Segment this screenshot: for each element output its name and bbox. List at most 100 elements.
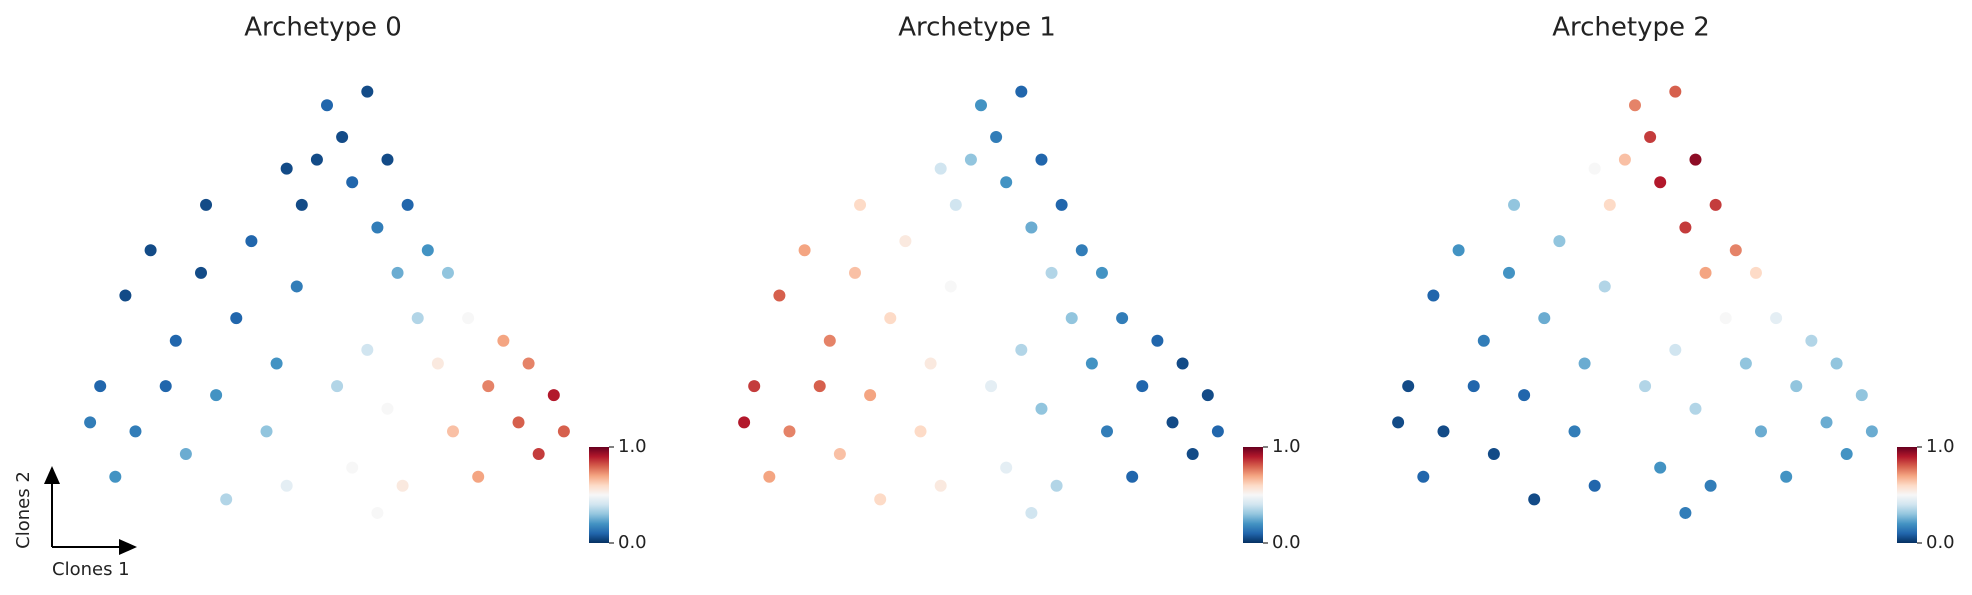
point [210, 389, 223, 402]
point [94, 380, 107, 393]
x-axis-label: Clones 1 [52, 559, 130, 580]
colorbar-tick-label: 1.0 [618, 436, 647, 457]
point [129, 425, 142, 438]
point [1392, 416, 1405, 429]
point [200, 198, 213, 211]
point [381, 402, 394, 415]
point [1015, 85, 1028, 98]
point [738, 416, 751, 429]
point [1045, 266, 1058, 279]
point [1654, 461, 1667, 474]
point [1805, 334, 1818, 347]
point [472, 470, 485, 483]
point [1770, 312, 1783, 325]
point [1452, 244, 1465, 257]
point [1588, 162, 1601, 175]
point [1467, 380, 1480, 393]
point [1075, 244, 1088, 257]
point [849, 266, 861, 279]
point [1000, 176, 1013, 189]
point [1729, 244, 1742, 257]
point [1136, 380, 1149, 393]
point [783, 425, 796, 438]
point [1840, 448, 1853, 461]
point [295, 198, 308, 211]
point [1085, 357, 1098, 370]
point [346, 461, 359, 474]
point [1689, 402, 1702, 415]
point [1055, 198, 1068, 211]
point [1689, 153, 1702, 166]
point [336, 130, 349, 143]
point [1402, 380, 1415, 393]
colorbar [1897, 447, 1917, 543]
point [985, 380, 998, 393]
point [220, 493, 233, 506]
point [522, 357, 535, 370]
point [934, 479, 947, 492]
point [270, 357, 283, 370]
colorbar-tick-label: 0.0 [1926, 532, 1955, 553]
point [1437, 425, 1450, 438]
point [1166, 416, 1179, 429]
point [1126, 470, 1139, 483]
panel-title: Archetype 1 [898, 13, 1056, 43]
point [1830, 357, 1843, 370]
point [1035, 402, 1048, 415]
point [321, 99, 333, 112]
point [179, 448, 192, 461]
point [532, 448, 545, 461]
point [361, 343, 374, 356]
point [1669, 85, 1682, 98]
point [245, 235, 258, 248]
point [1644, 130, 1657, 143]
point [1755, 425, 1767, 438]
point [864, 389, 877, 402]
point [159, 380, 172, 393]
point [1211, 425, 1224, 438]
point [84, 416, 97, 429]
point [371, 221, 384, 234]
point [798, 244, 811, 257]
point [949, 198, 962, 211]
point [421, 244, 434, 257]
point [462, 312, 475, 325]
panel-title: Archetype 0 [244, 13, 402, 43]
colorbar-tick-label: 1.0 [1926, 436, 1955, 457]
point [1176, 357, 1189, 370]
point [1186, 448, 1199, 461]
point [1518, 389, 1531, 402]
point [1679, 221, 1692, 234]
point [763, 470, 776, 483]
panel-title: Archetype 2 [1552, 13, 1710, 43]
point [169, 334, 182, 347]
colorbar [1243, 447, 1263, 543]
point [1015, 343, 1028, 356]
point [944, 280, 957, 293]
point [331, 380, 344, 393]
point [1790, 380, 1803, 393]
point [441, 266, 454, 279]
point [1568, 425, 1581, 438]
point [914, 425, 927, 438]
point [396, 479, 409, 492]
point [1201, 389, 1214, 402]
point [854, 198, 867, 211]
point [1719, 312, 1732, 325]
point [1101, 425, 1113, 438]
point [290, 280, 303, 293]
point [1487, 448, 1500, 461]
point [1588, 479, 1601, 492]
point [557, 425, 570, 438]
point [748, 380, 761, 393]
point [1095, 266, 1108, 279]
point [1679, 506, 1692, 519]
point [1618, 153, 1631, 166]
point [1669, 343, 1682, 356]
colorbar [589, 447, 609, 543]
colorbar-tick-label: 1.0 [1272, 436, 1301, 457]
point [411, 312, 424, 325]
point [874, 493, 887, 506]
colorbar-tick-label: 0.0 [618, 532, 647, 553]
